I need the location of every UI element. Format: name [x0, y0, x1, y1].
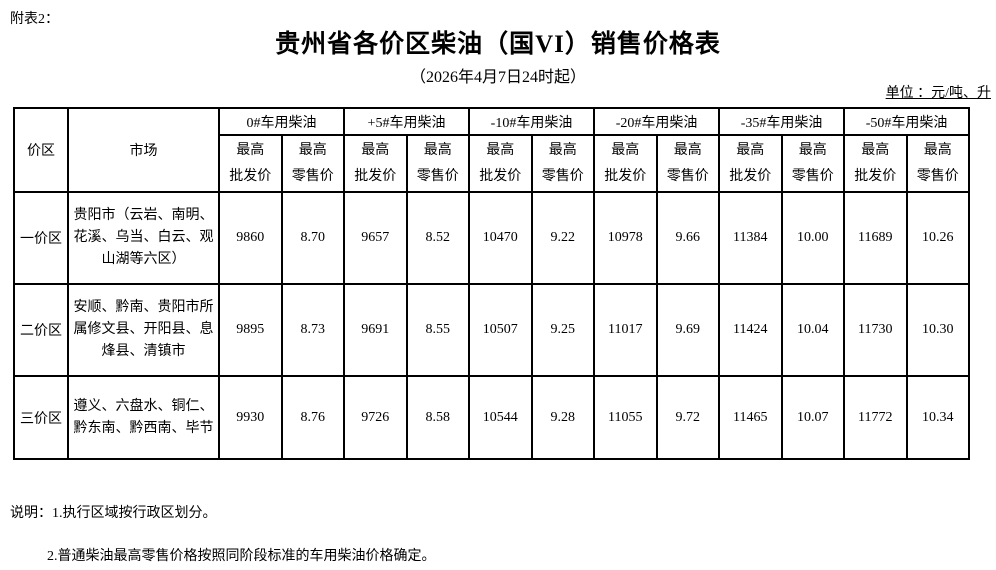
market-cell: 遵义、六盘水、铜仁、黔东南、黔西南、毕节 — [67, 375, 220, 460]
price-cell: 10.30 — [905, 283, 971, 377]
price-cell: 9930 — [218, 375, 283, 460]
price-cell: 9860 — [218, 191, 283, 285]
sub-header-wholesale: 最高 批发价 — [718, 134, 783, 193]
fuel-type-header-0: 0#车用柴油 — [218, 107, 345, 136]
price-cell: 11017 — [593, 283, 658, 377]
header-row-price-kinds: 最高 批发价 最高 零售价 最高 批发价 最高 零售价 最高 批发价 最高 零售价 最高 批发… — [14, 134, 971, 193]
market-cell: 安顺、黔南、贵阳市所属修文县、开阳县、息烽县、清镇市 — [67, 283, 220, 377]
fuel-type-header-minus20: -20#车用柴油 — [593, 107, 721, 136]
diesel-price-table: 价区 市场 0#车用柴油 +5#车用柴油 -10#车用柴油 -20#车用柴油 -… — [13, 107, 971, 460]
fuel-type-header-minus35: -35#车用柴油 — [718, 107, 846, 136]
sub-header-wholesale: 最高 批发价 — [343, 134, 408, 193]
price-cell: 10.26 — [905, 191, 971, 285]
price-cell: 8.55 — [405, 283, 470, 377]
price-cell: 10.04 — [780, 283, 846, 377]
price-cell: 9.22 — [530, 191, 596, 285]
fuel-type-header-plus5: +5#车用柴油 — [343, 107, 470, 136]
page-title: 贵州省各价区柴油（国VI）销售价格表 — [275, 31, 721, 58]
fuel-type-header-minus10: -10#车用柴油 — [467, 107, 596, 136]
sub-header-wholesale: 最高 批发价 — [218, 134, 283, 193]
price-cell: 8.70 — [280, 191, 345, 285]
price-cell: 8.58 — [405, 375, 470, 460]
region-cell: 二价区 — [13, 283, 69, 377]
fuel-type-header-minus50: -50#车用柴油 — [843, 107, 971, 136]
region-cell: 三价区 — [13, 375, 69, 460]
price-cell: 10507 — [468, 283, 533, 377]
price-cell: 9691 — [343, 283, 408, 377]
price-cell: 9657 — [343, 191, 408, 285]
sub-header-retail: 最高 零售价 — [405, 134, 470, 193]
market-cell: 贵阳市（云岩、南明、花溪、乌当、白云、观山湖等六区） — [67, 191, 220, 285]
effective-date-subtitle: （2026年4月7日24时起） — [409, 69, 586, 86]
price-cell: 10978 — [593, 191, 658, 285]
price-cell: 10470 — [468, 191, 533, 285]
price-cell: 11689 — [843, 191, 908, 285]
sub-header-retail: 最高 零售价 — [655, 134, 721, 193]
header-row-fuel-types: 价区 市场 0#车用柴油 +5#车用柴油 -10#车用柴油 -20#车用柴油 -… — [13, 107, 971, 193]
price-cell: 9.69 — [655, 283, 721, 377]
sub-header-retail: 最高 零售价 — [280, 134, 345, 193]
sub-header-wholesale: 最高 批发价 — [593, 134, 658, 193]
price-cell: 9.25 — [530, 283, 596, 377]
table-row-zone2: 二价区 安顺、黔南、贵阳市所属修文县、开阳县、息烽县、清镇市 9895 8.73… — [13, 283, 971, 377]
price-cell: 8.52 — [405, 191, 470, 285]
table-row-zone1: 一价区 贵阳市（云岩、南明、花溪、乌当、白云、观山湖等六区） 9860 8.70… — [13, 191, 971, 285]
sub-header-retail: 最高 零售价 — [905, 134, 971, 193]
price-cell: 11424 — [718, 283, 783, 377]
price-cell: 10.07 — [780, 375, 846, 460]
header-market: 市场 — [67, 107, 220, 193]
price-cell: 11465 — [718, 375, 783, 460]
price-cell: 11772 — [843, 375, 908, 460]
price-cell: 10544 — [468, 375, 533, 460]
price-cell: 8.73 — [280, 283, 345, 377]
price-cell: 9.72 — [655, 375, 721, 460]
note-line-1: 说明：1.执行区域按行政区划分。 — [10, 506, 217, 521]
price-cell: 8.76 — [280, 375, 345, 460]
annex-label: 附表2： — [10, 12, 59, 27]
region-cell: 一价区 — [13, 191, 69, 285]
sub-header-retail: 最高 零售价 — [780, 134, 846, 193]
sub-header-wholesale: 最高 批发价 — [843, 134, 908, 193]
table-row-zone3: 三价区 遵义、六盘水、铜仁、黔东南、黔西南、毕节 9930 8.76 9726 … — [13, 375, 971, 460]
price-cell: 11055 — [593, 375, 658, 460]
price-cell: 10.00 — [780, 191, 846, 285]
note-line-2: 2.普通柴油最高零售价格按照同阶段标准的车用柴油价格确定。 — [47, 549, 436, 564]
sub-header-retail: 最高 零售价 — [530, 134, 596, 193]
price-cell: 9.28 — [530, 375, 596, 460]
price-cell: 9.66 — [655, 191, 721, 285]
sub-header-wholesale: 最高 批发价 — [468, 134, 533, 193]
price-cell: 11384 — [718, 191, 783, 285]
header-region: 价区 — [13, 107, 69, 193]
price-cell: 9726 — [343, 375, 408, 460]
price-cell: 11730 — [843, 283, 908, 377]
price-cell: 9895 — [218, 283, 283, 377]
unit-note: 单位 ：元/吨、升 — [885, 86, 991, 101]
price-cell: 10.34 — [905, 375, 971, 460]
